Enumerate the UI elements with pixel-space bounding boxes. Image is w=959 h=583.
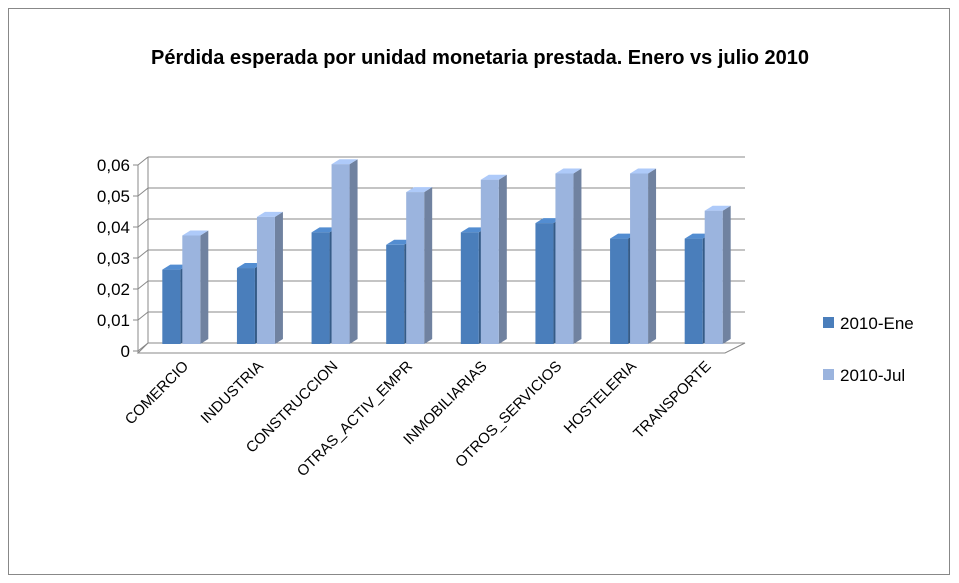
bar-front <box>331 164 350 344</box>
grid-line-side <box>137 280 149 290</box>
grid-line-side <box>137 187 149 197</box>
bar-front <box>386 244 405 344</box>
x-tick-label: INDUSTRIA <box>198 358 267 427</box>
bar <box>480 174 507 344</box>
y-tick-label: 0,01 <box>97 311 130 330</box>
bar <box>331 159 358 344</box>
bar-top <box>182 230 209 236</box>
bar-side <box>573 168 582 344</box>
legend-label: 2010-Ene <box>840 314 914 333</box>
bar-front <box>684 238 703 344</box>
x-tick-label: COMERCIO <box>122 358 192 428</box>
grid-line-side <box>137 311 149 321</box>
bar-side <box>722 205 731 344</box>
bar-top <box>704 205 731 211</box>
chart-title: Pérdida esperada por unidad monetaria pr… <box>151 47 809 69</box>
bar-top <box>460 227 487 233</box>
bar <box>704 205 731 344</box>
y-tick-label: 0,02 <box>97 280 130 299</box>
bar-top <box>236 263 263 269</box>
bar-front <box>480 179 499 344</box>
y-tick-label: 0,05 <box>97 187 130 206</box>
bar-front <box>162 269 181 344</box>
bar-front <box>311 232 330 344</box>
bar-top <box>630 168 657 174</box>
bar-side <box>424 187 433 344</box>
floor <box>136 342 746 354</box>
y-tick-label: 0,06 <box>97 156 130 175</box>
bar-top <box>480 174 507 180</box>
bar <box>555 168 582 344</box>
bar-top <box>610 233 637 239</box>
bar-top <box>555 168 582 174</box>
bar-side <box>200 230 209 344</box>
grid-line-side <box>137 218 149 228</box>
bar-side <box>648 168 657 344</box>
legend-swatch <box>823 369 834 380</box>
bar-front <box>182 235 201 344</box>
bar-top <box>684 233 711 239</box>
bar-top <box>331 159 358 165</box>
x-tick-label: TRANSPORTE <box>630 358 714 442</box>
bar-front <box>704 210 723 344</box>
bar-top <box>386 239 413 245</box>
y-tick-label: 0,03 <box>97 249 130 268</box>
grid-line-side <box>137 342 149 352</box>
bar-top <box>311 227 338 233</box>
bar-front <box>610 238 629 344</box>
bar-front <box>535 223 554 344</box>
grid-line-side <box>137 249 149 259</box>
chart-border <box>8 8 950 575</box>
bar <box>630 168 657 344</box>
legend-swatch <box>823 317 834 328</box>
bar-side <box>274 211 283 344</box>
bar-front <box>256 216 275 344</box>
bar-top <box>162 264 189 270</box>
bar-top <box>256 211 283 217</box>
bar <box>256 211 283 344</box>
y-tick-label: 0,04 <box>97 218 130 237</box>
grid-line-side <box>137 156 149 166</box>
bar-side <box>349 159 358 344</box>
bar-front <box>555 173 574 344</box>
bar-front <box>406 192 425 344</box>
x-tick-label: HOSTELERIA <box>561 358 640 437</box>
bar-front <box>236 268 255 344</box>
bar <box>182 230 209 344</box>
bar-top <box>535 218 562 224</box>
legend-label: 2010-Jul <box>840 366 905 385</box>
bar-top <box>406 187 433 193</box>
y-tick-label: 0 <box>121 342 130 361</box>
bar <box>406 187 433 344</box>
bar-side <box>498 174 507 344</box>
bar-front <box>630 173 649 344</box>
bar-front <box>460 232 479 344</box>
